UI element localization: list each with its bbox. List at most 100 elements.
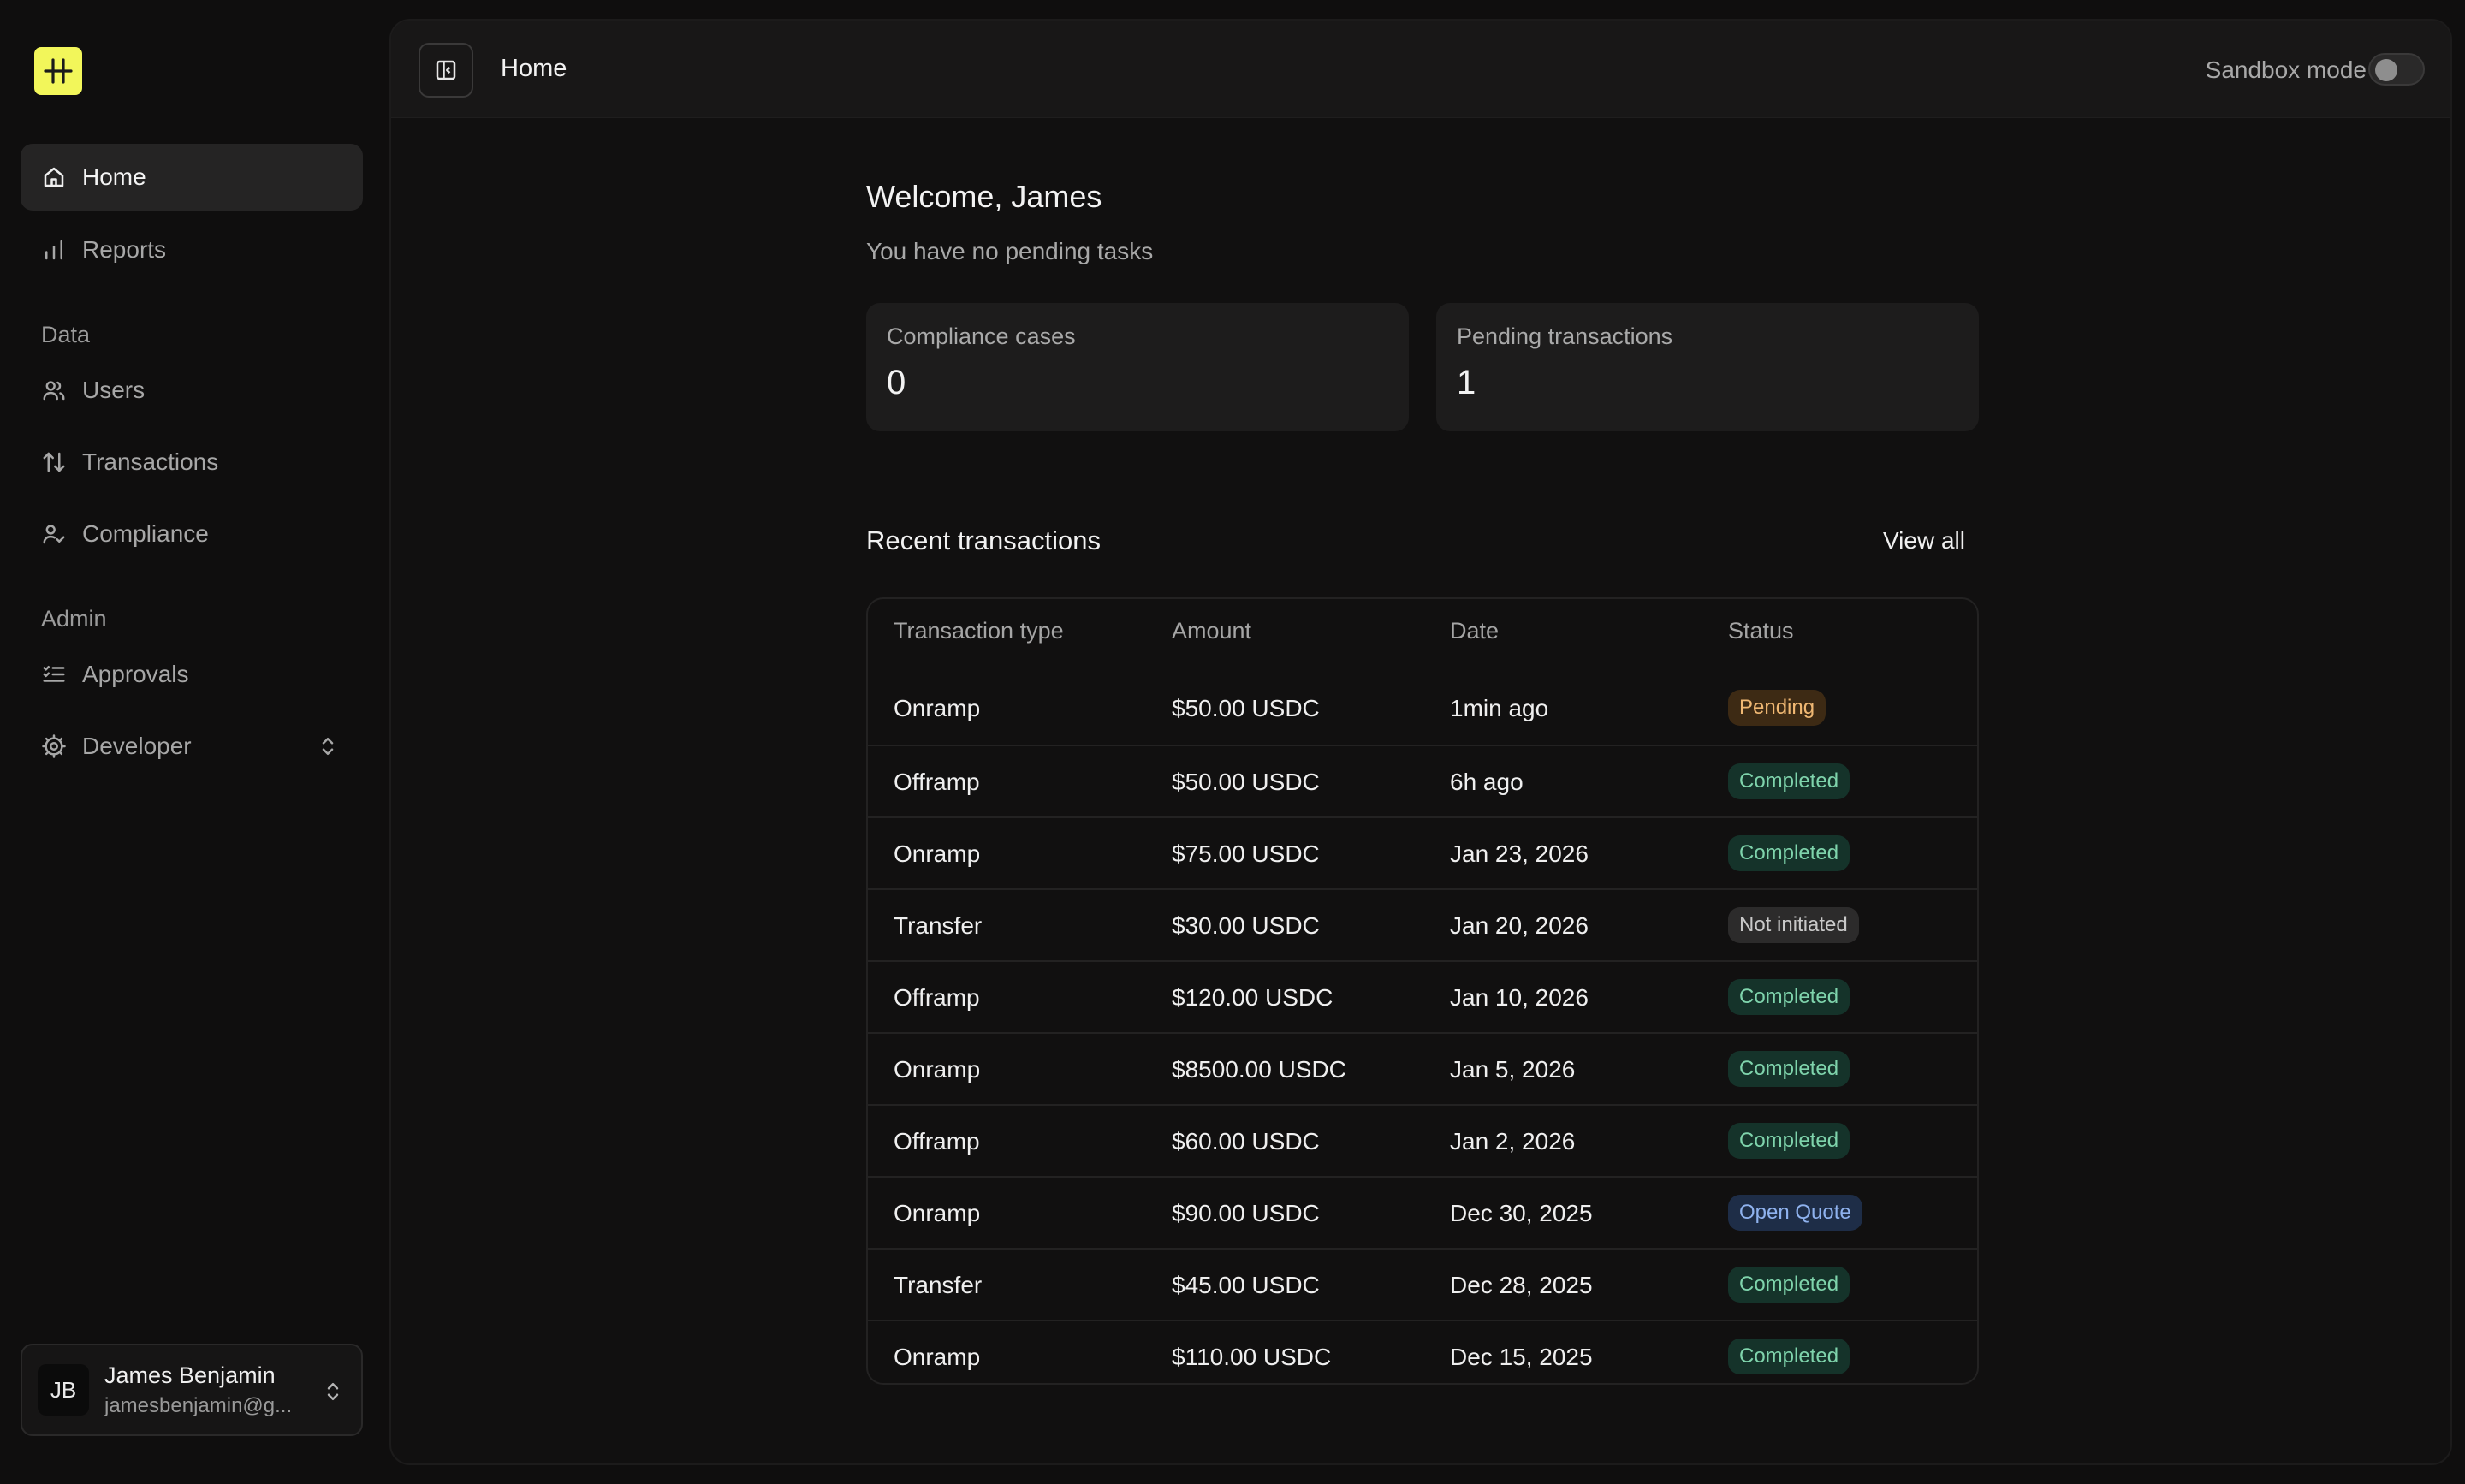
transaction-type: Offramp	[894, 769, 980, 795]
transaction-amount: $90.00 USDC	[1172, 1200, 1320, 1226]
sidebar: Home Reports Data Users Transactions	[0, 0, 382, 1484]
user-account-switcher[interactable]: JB James Benjamin jamesbenjamin@g...	[21, 1344, 363, 1436]
avatar: JB	[38, 1364, 89, 1416]
column-header-type: Transaction type	[894, 618, 1064, 644]
chevron-up-down-icon	[315, 733, 341, 759]
status-badge: Completed	[1728, 1267, 1850, 1303]
table-row[interactable]: Onramp $75.00 USDC Jan 23, 2026 Completed	[868, 816, 1977, 888]
table-body: Onramp $50.00 USDC 1min ago Pending Offramp $…	[868, 673, 1977, 1383]
sidebar-item-label: Home	[82, 163, 146, 190]
sidebar-item-home[interactable]: Home	[21, 144, 363, 211]
transaction-amount: $45.00 USDC	[1172, 1272, 1320, 1298]
sidebar-item-label: Users	[82, 377, 146, 403]
main-panel: Home Sandbox mode Welcome, James You hav…	[389, 19, 2452, 1465]
transaction-amount: $50.00 USDC	[1172, 769, 1320, 795]
section-label-admin: Admin	[41, 606, 107, 632]
table-row[interactable]: Offramp $60.00 USDC Jan 2, 2026 Completed	[868, 1104, 1977, 1176]
transaction-amount: $120.00 USDC	[1172, 984, 1333, 1011]
recent-transactions-heading: Recent transactions	[866, 525, 1101, 555]
stat-card-compliance: Compliance cases 0	[866, 303, 1409, 431]
stat-label: Pending transactions	[1457, 324, 1673, 349]
pending-tasks-text: You have no pending tasks	[866, 238, 1154, 264]
transaction-type: Offramp	[894, 984, 980, 1011]
gear-icon	[41, 733, 67, 759]
status-badge: Pending	[1728, 690, 1826, 726]
table-row[interactable]: Onramp $8500.00 USDC Jan 5, 2026 Completed	[868, 1032, 1977, 1104]
table-row[interactable]: Transfer $45.00 USDC Dec 28, 2025 Completed	[868, 1248, 1977, 1320]
arrows-up-down-icon	[41, 449, 67, 475]
view-all-link[interactable]: View all	[1883, 527, 1965, 554]
sidebar-item-label: Approvals	[82, 661, 189, 687]
transaction-amount: $50.00 USDC	[1172, 695, 1320, 721]
sandbox-mode-label: Sandbox mode	[2205, 56, 2367, 83]
bar-chart-icon	[41, 237, 67, 263]
transaction-amount: $75.00 USDC	[1172, 840, 1320, 867]
sidebar-item-label: Reports	[82, 236, 167, 263]
table-row[interactable]: Offramp $120.00 USDC Jan 10, 2026 Completed	[868, 960, 1977, 1032]
sidebar-item-developer[interactable]: Developer	[21, 713, 363, 780]
transaction-date: Jan 10, 2026	[1450, 984, 1589, 1011]
home-icon	[41, 164, 67, 190]
sidebar-item-label: Developer	[82, 733, 192, 759]
transaction-type: Onramp	[894, 1344, 981, 1370]
stat-label: Compliance cases	[887, 324, 1076, 349]
transaction-date: Jan 2, 2026	[1450, 1128, 1576, 1155]
table-row[interactable]: Onramp $90.00 USDC Dec 30, 2025 Open Quote	[868, 1176, 1977, 1248]
transaction-date: 1min ago	[1450, 695, 1549, 721]
logo-icon	[44, 58, 73, 84]
chevron-up-down-icon	[320, 1378, 346, 1405]
stat-card-pending-transactions: Pending transactions 1	[1436, 303, 1979, 431]
transaction-type: Transfer	[894, 1272, 983, 1298]
table-row[interactable]: Transfer $30.00 USDC Jan 20, 2026 Not initi…	[868, 888, 1977, 960]
transaction-amount: $8500.00 USDC	[1172, 1056, 1346, 1083]
sidebar-item-label: Transactions	[82, 448, 219, 475]
sidebar-item-reports[interactable]: Reports	[21, 217, 363, 283]
top-bar: Home Sandbox mode	[391, 21, 2450, 118]
sidebar-item-compliance[interactable]: Compliance	[21, 501, 363, 567]
status-badge: Not initiated	[1728, 907, 1859, 943]
stat-value: 0	[887, 364, 906, 401]
table-row[interactable]: Onramp $50.00 USDC 1min ago Pending	[868, 673, 1977, 745]
welcome-heading: Welcome, James	[866, 179, 1102, 214]
sidebar-item-transactions[interactable]: Transactions	[21, 429, 363, 496]
sidebar-item-approvals[interactable]: Approvals	[21, 641, 363, 708]
transaction-type: Offramp	[894, 1128, 980, 1155]
page-title: Home	[501, 55, 567, 82]
status-badge: Completed	[1728, 1123, 1850, 1159]
transaction-date: Dec 15, 2025	[1450, 1344, 1593, 1370]
transaction-amount: $30.00 USDC	[1172, 912, 1320, 939]
status-badge: Completed	[1728, 1339, 1850, 1374]
sidebar-item-label: Compliance	[82, 520, 209, 547]
table-row[interactable]: Onramp $110.00 USDC Dec 15, 2025 Completed	[868, 1320, 1977, 1383]
column-header-amount: Amount	[1172, 618, 1252, 644]
brand-logo[interactable]	[34, 47, 82, 95]
transactions-table: Transaction type Amount Date Status Onra…	[866, 597, 1979, 1385]
list-check-icon	[41, 662, 67, 687]
section-label-data: Data	[41, 322, 91, 347]
transaction-type: Onramp	[894, 695, 981, 721]
users-icon	[41, 377, 67, 403]
stat-value: 1	[1457, 364, 1476, 401]
transaction-date: Dec 28, 2025	[1450, 1272, 1593, 1298]
status-badge: Completed	[1728, 1051, 1850, 1087]
sidebar-toggle-button[interactable]	[419, 43, 473, 98]
user-email: jamesbenjamin@g...	[104, 1393, 293, 1417]
status-badge: Completed	[1728, 979, 1850, 1015]
transaction-type: Transfer	[894, 912, 983, 939]
transaction-date: Jan 23, 2026	[1450, 840, 1589, 867]
status-badge: Completed	[1728, 763, 1850, 799]
transaction-type: Onramp	[894, 840, 981, 867]
transaction-date: Dec 30, 2025	[1450, 1200, 1593, 1226]
transaction-date: Jan 5, 2026	[1450, 1056, 1576, 1083]
sidebar-item-users[interactable]: Users	[21, 357, 363, 424]
column-header-status: Status	[1728, 618, 1794, 644]
transaction-date: 6h ago	[1450, 769, 1524, 795]
panel-left-icon	[436, 60, 456, 80]
user-check-icon	[41, 521, 67, 547]
user-name: James Benjamin	[104, 1362, 276, 1388]
sandbox-mode-toggle[interactable]	[2368, 53, 2425, 86]
transaction-date: Jan 20, 2026	[1450, 912, 1589, 939]
transaction-amount: $60.00 USDC	[1172, 1128, 1320, 1155]
table-row[interactable]: Offramp $50.00 USDC 6h ago Completed	[868, 745, 1977, 816]
